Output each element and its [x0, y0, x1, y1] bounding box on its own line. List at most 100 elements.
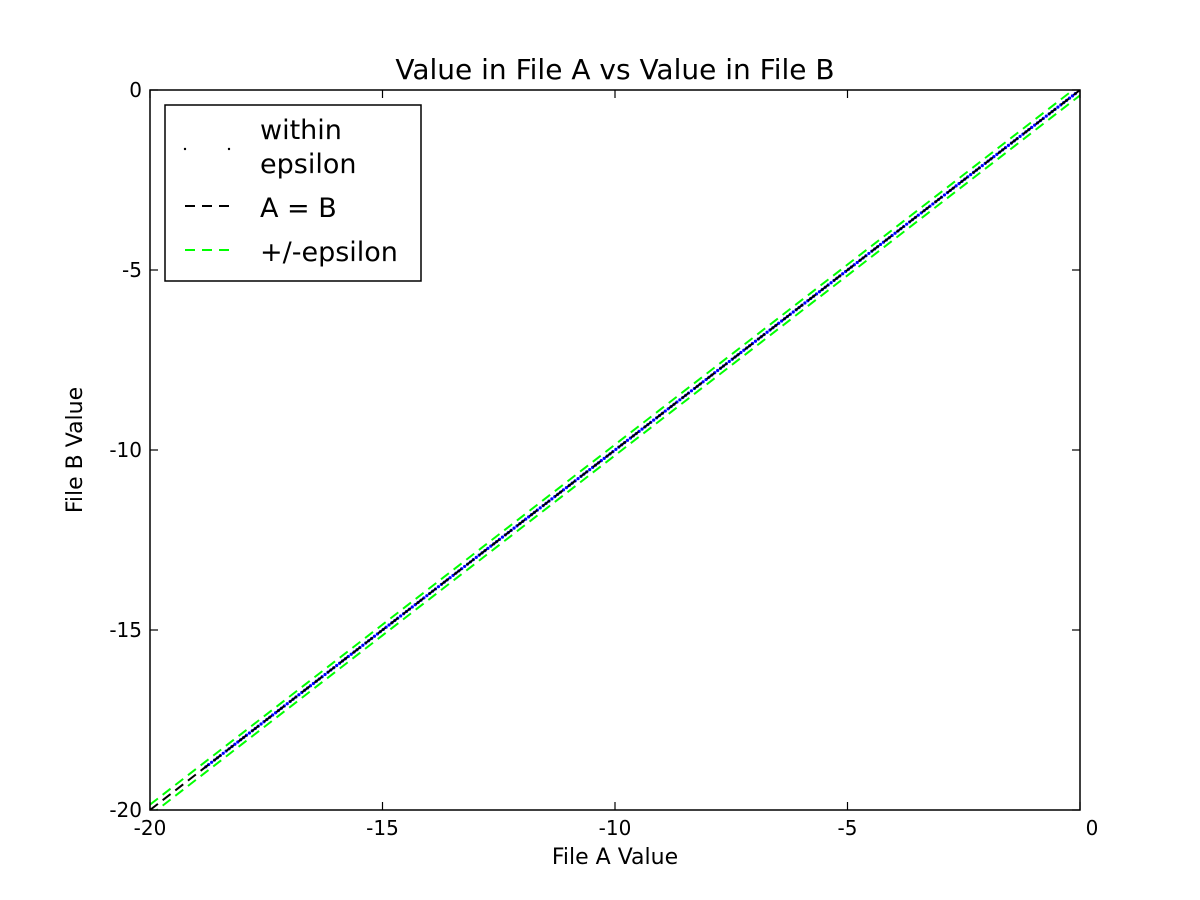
data-point: [271, 713, 275, 717]
data-point: [372, 634, 377, 638]
legend-marker: [183, 147, 187, 151]
data-point: [410, 605, 414, 609]
data-point: [855, 260, 859, 265]
data-point: [297, 693, 301, 697]
data-point: [652, 418, 656, 422]
data-point: [564, 486, 569, 490]
data-point: [210, 760, 214, 764]
data-point: [602, 456, 606, 460]
chart-title: Value in File A vs Value in File B: [395, 53, 834, 86]
y-tick-label: -5: [122, 258, 142, 282]
x-tick-label: 0: [1086, 816, 1099, 840]
ticks: -20 -15 -10 -5 0 0 -5 -10 -15 -20: [109, 78, 1098, 840]
data-point: [803, 301, 807, 305]
data-point: [969, 173, 973, 177]
legend-label: A = B: [260, 193, 337, 224]
data-point: [716, 368, 720, 373]
data-point: [259, 722, 263, 726]
legend-label: within: [260, 115, 342, 146]
data-point: [678, 398, 682, 402]
x-tick-label: -15: [366, 816, 399, 840]
data-point: [878, 242, 883, 247]
data-point: [701, 380, 705, 384]
data-point: [387, 623, 391, 627]
data-point: [361, 643, 365, 647]
data-point: [942, 193, 947, 197]
data-point: [980, 164, 984, 168]
data-point: [1006, 143, 1011, 147]
data-point: [285, 702, 289, 706]
data-point: [425, 594, 429, 598]
data-point: [538, 506, 542, 510]
x-tick-label: -5: [838, 816, 858, 840]
data-point: [486, 546, 490, 551]
y-tick-label: -10: [109, 438, 142, 462]
data-point: [689, 389, 694, 393]
data-point: [829, 281, 833, 285]
data-point: [399, 614, 403, 618]
x-axis-label: File A Value: [552, 845, 678, 870]
data-point: [905, 222, 909, 226]
data-point: [576, 477, 580, 481]
data-point: [817, 290, 822, 294]
data-point: [588, 468, 592, 472]
data-point: [273, 711, 278, 715]
data-point: [474, 555, 478, 560]
data-point: [311, 681, 316, 686]
data-point: [765, 330, 769, 334]
data-point: [463, 564, 467, 569]
epsilon-line-lower: [155, 94, 1080, 810]
y-tick-label: -15: [109, 618, 142, 642]
legend-entry: A = B: [185, 193, 337, 224]
data-point: [1018, 134, 1022, 138]
data-point: [931, 202, 935, 206]
data-point: [1056, 105, 1060, 109]
data-point: [335, 663, 339, 668]
data-point: [753, 339, 758, 343]
data-point: [663, 409, 667, 413]
data-point: [512, 526, 516, 530]
data-point: [247, 731, 252, 735]
data-point: [323, 672, 327, 677]
data-point: [916, 213, 920, 217]
data-point: [954, 184, 958, 188]
legend-label: epsilon: [260, 149, 356, 180]
data-point: [1044, 114, 1048, 118]
identity-line: [150, 90, 1080, 810]
data-point: [1070, 94, 1075, 98]
data-point: [550, 497, 554, 501]
data-point: [1033, 123, 1037, 127]
data-point: [524, 517, 528, 521]
legend-label: +/-epsilon: [260, 237, 398, 268]
data-point: [625, 438, 630, 442]
data-point: [992, 155, 996, 159]
data-point: [448, 576, 452, 580]
legend-entry: +/-epsilon: [185, 237, 398, 268]
legend-box: [164, 104, 422, 282]
data-point: [640, 427, 644, 431]
x-tick-label: -20: [134, 816, 167, 840]
data-point: [221, 751, 225, 755]
data-point: [500, 535, 505, 539]
legend-marker: [227, 147, 231, 151]
x-tick-label: -10: [599, 816, 632, 840]
y-tick-label: -20: [109, 798, 142, 822]
data-point: [614, 447, 618, 451]
data-point: [739, 350, 743, 355]
data-point: [527, 515, 531, 519]
data-point: [841, 272, 845, 276]
data-point: [780, 319, 784, 323]
epsilon-line-upper: [150, 90, 1075, 806]
y-axis-label: File B Value: [63, 387, 88, 513]
data-point: [349, 652, 353, 656]
data-point: [436, 585, 441, 589]
data-point: [233, 742, 237, 746]
data-point: [727, 359, 731, 364]
data-point: [867, 251, 871, 256]
data-point: [893, 231, 897, 235]
data-point: [791, 310, 795, 314]
y-tick-label: 0: [129, 78, 142, 102]
